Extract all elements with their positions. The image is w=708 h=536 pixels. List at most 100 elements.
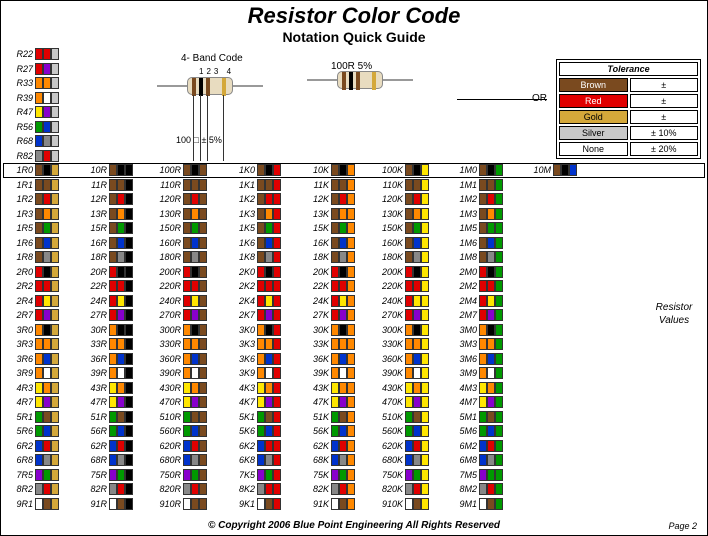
color-bands [405,222,440,234]
color-bands [479,353,514,365]
table-row: 8M2 [449,482,523,497]
table-row: 120K [375,192,449,207]
table-row: 3R0 [5,323,79,338]
table-row: 1R1 [5,178,79,193]
table-row: 33K [301,337,375,352]
color-bands [331,208,366,220]
color-bands [479,425,514,437]
table-row: 91R [79,497,153,512]
color-bands [109,483,144,495]
table-row: 27K [301,308,375,323]
color-bands [109,454,144,466]
color-bands [331,251,366,263]
color-bands [257,251,292,263]
color-bands [35,77,62,89]
color-bands [35,266,70,278]
table-row: 5M6 [449,424,523,439]
color-bands [183,179,218,191]
color-bands [257,164,292,176]
table-row: 75K [301,468,375,483]
color-bands [109,309,144,321]
table-row: 1M2 [449,192,523,207]
color-bands [183,367,218,379]
color-bands [109,237,144,249]
table-row: 160R [153,236,227,251]
color-bands [479,164,514,176]
color-bands [479,498,514,510]
table-row: 1R3 [5,207,79,222]
color-bands [405,164,440,176]
table-row: 160K [375,236,449,251]
color-bands [257,454,292,466]
color-bands [257,425,292,437]
color-bands [331,295,366,307]
color-bands [35,324,70,336]
table-row: 16R [79,236,153,251]
table-row: 9K1 [227,497,301,512]
table-row: 36R [79,352,153,367]
color-bands [479,411,514,423]
color-bands [35,280,70,292]
color-bands [109,353,144,365]
table-row: 680K [375,453,449,468]
table-row: 200R [153,265,227,280]
color-bands [35,425,70,437]
table-row: 110R [153,178,227,193]
color-bands [35,469,70,481]
table-row: 6K2 [227,439,301,454]
color-bands [35,193,70,205]
color-bands [405,396,440,408]
table-row: 7M5 [449,468,523,483]
resistor-chart: R22R27R33R39R47R56R68R821R01R11R21R31R51… [5,47,703,511]
table-row: 430K [375,381,449,396]
color-bands [35,121,62,133]
table-row: 1R0 [5,163,79,178]
color-bands [405,237,440,249]
table-row: 5R6 [5,424,79,439]
table-row: 430R [153,381,227,396]
color-bands [331,483,366,495]
color-bands [405,324,440,336]
color-bands [35,92,62,104]
table-row: 68K [301,453,375,468]
table-row: 4K3 [227,381,301,396]
color-bands [479,454,514,466]
color-bands [109,324,144,336]
color-bands [257,396,292,408]
table-row: 2K4 [227,294,301,309]
table-row: 24K [301,294,375,309]
color-bands [405,266,440,278]
table-row: 56K [301,424,375,439]
table-row: 13R [79,207,153,222]
table-row: 5M1 [449,410,523,425]
table-row: R27 [5,62,79,77]
color-bands [183,483,218,495]
table-row: 1K0 [227,163,301,178]
color-bands [257,280,292,292]
color-bands [35,483,70,495]
table-row: 270R [153,308,227,323]
table-row: 1R5 [5,221,79,236]
table-row: 560R [153,424,227,439]
table-row: 3K6 [227,352,301,367]
color-bands [109,498,144,510]
color-bands [109,396,144,408]
color-bands [479,237,514,249]
color-bands [479,251,514,263]
color-bands [35,179,70,191]
color-bands [35,208,70,220]
table-row: 51K [301,410,375,425]
table-row: 91K [301,497,375,512]
table-row: 1R8 [5,250,79,265]
table-row: 15R [79,221,153,236]
table-row: 51R [79,410,153,425]
table-row: 510R [153,410,227,425]
color-bands [109,208,144,220]
table-row: 13K [301,207,375,222]
color-bands [405,440,440,452]
table-row: 16K [301,236,375,251]
color-bands [183,353,218,365]
color-bands [183,164,218,176]
color-bands [331,164,366,176]
table-row: 2R2 [5,279,79,294]
